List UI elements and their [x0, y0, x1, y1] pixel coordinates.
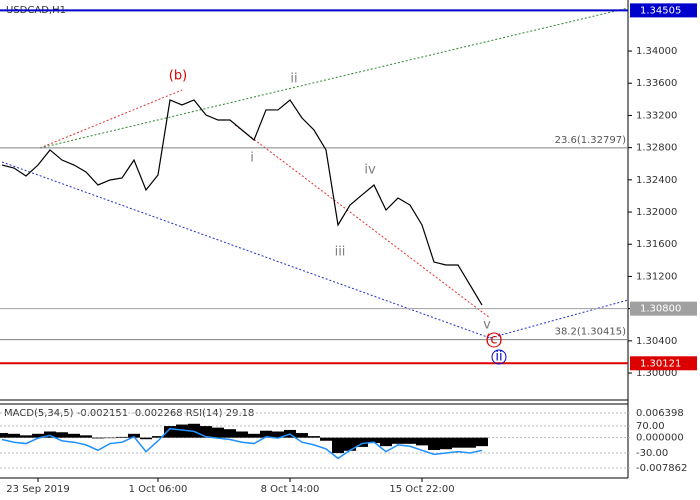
macd-bar [272, 431, 284, 438]
wave-label: iii [335, 245, 346, 260]
level-tag [630, 3, 697, 18]
macd-bar [236, 431, 248, 438]
y-tick-label: 1.32000 [636, 207, 677, 218]
macd-bar [260, 430, 272, 438]
y-tick-label: 0.006398 [636, 408, 684, 419]
y-tick-label: 1.33600 [636, 78, 677, 89]
level-label: 23.6(1.32797) [555, 135, 627, 146]
level-label: 1.30121 [640, 358, 681, 369]
macd-bar [56, 432, 68, 438]
macd-bar [8, 433, 20, 438]
x-tick-label: 8 Oct 14:00 [261, 484, 320, 495]
price-line [1, 99, 483, 306]
y2-tick-label: -30.00 [636, 448, 668, 459]
macd-bar [452, 437, 464, 448]
level-tag [630, 356, 697, 371]
macd-bar [68, 433, 80, 438]
macd-bar [0, 433, 8, 438]
macd-bar [92, 437, 104, 439]
y2-tick-label: 70.00 [636, 421, 665, 432]
y-tick-label: 1.32400 [636, 175, 677, 186]
macd-bar [212, 427, 224, 438]
level-label: 1.30800 [640, 304, 681, 315]
macd-bar [464, 437, 476, 448]
macd-bar [440, 437, 452, 450]
indicator-title: MACD(5,34,5) -0.002151 -0.002268 RSI(14)… [4, 408, 254, 419]
macd-bar [308, 436, 320, 438]
macd-bar [296, 433, 308, 438]
y-tick-label: 1.30400 [636, 336, 677, 347]
wave-label: (c) [485, 333, 502, 348]
macd-bar [140, 437, 152, 440]
macd-bar [404, 437, 416, 444]
y-tick-label: 1.30000 [636, 368, 677, 379]
y-tick-label: 1.31600 [636, 239, 677, 250]
y-tick-label: 1.33200 [636, 110, 677, 121]
y-tick-label: 1.31200 [636, 271, 677, 282]
wave-label: (b) [169, 69, 187, 84]
wave-circle [486, 332, 502, 348]
level-tag [630, 301, 697, 316]
macd-bar [80, 435, 92, 438]
macd-bar [344, 437, 356, 451]
y-tick-label: 1.34000 [636, 46, 677, 57]
macd-bar [416, 437, 428, 446]
y-tick-label: 1.32800 [636, 143, 677, 154]
macd-bar [380, 437, 392, 447]
macd-bar [32, 433, 44, 438]
macd-bar [332, 437, 344, 454]
x-tick-label: 1 Oct 06:00 [129, 484, 188, 495]
macd-bar [368, 437, 380, 444]
macd-bar [320, 437, 332, 441]
trend-line [39, 7, 629, 149]
y-tick-label: -0.007862 [636, 463, 687, 474]
wave-circle [491, 349, 507, 365]
y-tick-label: 0.000000 [636, 433, 684, 444]
x-tick-label: 15 Oct 22:00 [389, 484, 454, 495]
macd-bar [176, 424, 188, 438]
level-label: 1.34505 [640, 5, 681, 16]
macd-bar [356, 437, 368, 447]
macd-bar [224, 429, 236, 438]
trend-line [39, 89, 183, 149]
rsi-line [1, 427, 483, 460]
macd-bar [104, 437, 116, 439]
wave-label: iv [364, 163, 376, 178]
macd-bar [152, 436, 164, 438]
macd-bar [20, 435, 32, 438]
wave-label: v [483, 318, 491, 333]
wave-label: ii [495, 350, 502, 365]
level-label: 38.2(1.30415) [555, 327, 627, 338]
wave-label: i [250, 151, 254, 166]
macd-bar [392, 437, 404, 444]
trend-line [234, 124, 491, 319]
macd-bar [428, 437, 440, 451]
macd-bar [44, 431, 56, 438]
macd-bar [248, 433, 260, 438]
wave-label: ii [290, 72, 297, 87]
macd-bar [200, 426, 212, 438]
macd-bar [116, 436, 128, 438]
macd-bar [164, 426, 176, 438]
x-tick-label: 23 Sep 2019 [6, 484, 69, 495]
macd-bar [128, 433, 140, 438]
macd-bar [476, 437, 488, 447]
